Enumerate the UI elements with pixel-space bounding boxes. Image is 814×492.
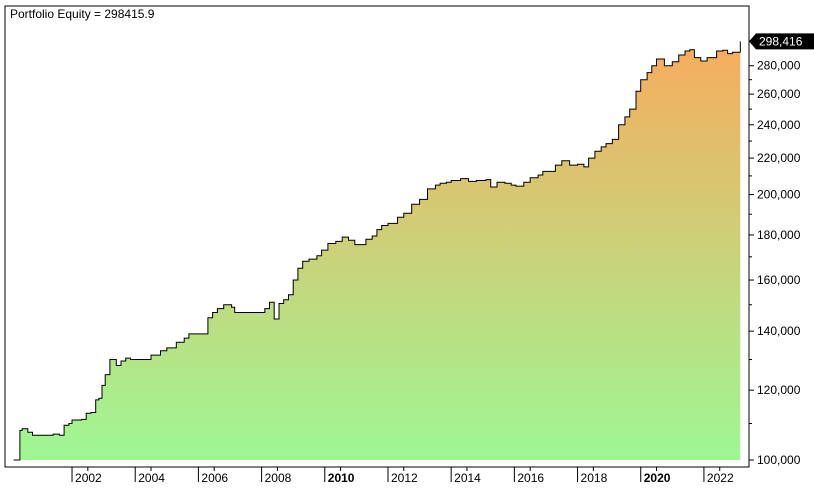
- y-tick-label: 260,000: [757, 87, 801, 101]
- y-axis: 100,000 120,000 140,000 160,000 180,000 200,0…: [749, 59, 801, 467]
- x-tick-label: 2012: [391, 471, 418, 485]
- x-tick-label: 2006: [201, 471, 228, 485]
- x-tick-label: 2010: [328, 471, 355, 485]
- last-value-badge-shape: [749, 33, 814, 50]
- y-tick-label: 140,000: [757, 324, 801, 338]
- equity-area: [19, 41, 741, 461]
- y-tick-label: 240,000: [757, 118, 801, 132]
- y-tick-label: 100,000: [757, 453, 801, 467]
- y-tick-label: 180,000: [757, 228, 801, 242]
- last-value-label: 298,416: [759, 34, 803, 48]
- x-tick-label: 2022: [707, 471, 734, 485]
- y-tick-label: 200,000: [757, 188, 801, 202]
- y-tick-label: 280,000: [757, 59, 801, 73]
- y-tick-label: 120,000: [757, 383, 801, 397]
- last-value-badge: 298,416: [749, 33, 814, 50]
- x-tick-label: 2004: [138, 471, 165, 485]
- equity-line: [13, 41, 741, 461]
- x-tick-label: 2008: [265, 471, 292, 485]
- x-tick-label: 2020: [644, 471, 671, 485]
- x-tick-label: 2014: [454, 471, 481, 485]
- x-tick-label: 2002: [75, 471, 102, 485]
- x-tick-label: 2018: [581, 471, 608, 485]
- x-tick-label: 2016: [517, 471, 544, 485]
- y-tick-label: 220,000: [757, 151, 801, 165]
- chart-title: Portfolio Equity = 298415.9: [10, 7, 155, 21]
- x-axis: 2002 2004 2006 2008 2010 2012 2014 2016 2018 2020…: [71, 467, 734, 485]
- y-tick-label: 160,000: [757, 273, 801, 287]
